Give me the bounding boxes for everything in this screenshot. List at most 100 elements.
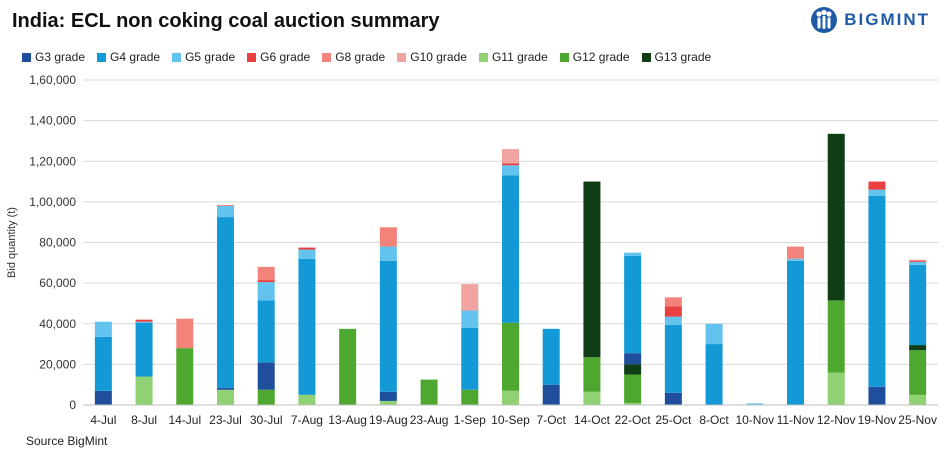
- bar-segment-g11-grade: [135, 376, 153, 405]
- legend-item-g5-grade: G5 grade: [172, 50, 235, 64]
- bar-segment-g3-grade: [868, 386, 886, 405]
- bar-segment-g12-grade: [502, 322, 519, 391]
- legend-label: G3 grade: [35, 50, 86, 64]
- bar-segment-g4-grade: [461, 327, 479, 390]
- y-tick-label: 0: [69, 398, 76, 412]
- bar-segment-g12-grade: [909, 350, 927, 395]
- bar-segment-g5-grade: [135, 321, 153, 323]
- x-tick-label: 14-Oct: [574, 413, 611, 427]
- legend-swatch: [397, 52, 407, 62]
- bar-segment-g5-grade: [868, 189, 886, 196]
- bar-segment-g11-grade: [583, 391, 601, 405]
- bar-segment-g6-grade: [298, 247, 316, 250]
- legend-swatch: [641, 52, 651, 62]
- y-tick-label: 20,000: [39, 357, 76, 371]
- legend-label: G4 grade: [110, 50, 161, 64]
- legend-label: G8 grade: [335, 50, 386, 64]
- bar-segment-g11-grade: [624, 402, 642, 405]
- bar-segment-g8-grade: [909, 259, 927, 261]
- legend-label: G6 grade: [260, 50, 311, 64]
- bar-segment-g11-grade: [298, 394, 316, 405]
- bar-segment-g5-grade: [461, 310, 479, 328]
- bar-segment-g12-grade: [827, 300, 845, 373]
- legend-item-g3-grade: G3 grade: [22, 50, 85, 64]
- x-tick-label: 25-Oct: [655, 413, 692, 427]
- bar-segment-g6-grade: [502, 163, 519, 166]
- bar-segment-g4-grade: [135, 322, 153, 377]
- bar-segment-g6-grade: [868, 181, 886, 190]
- legend-swatch: [172, 52, 182, 62]
- x-tick-label: 12-Nov: [817, 413, 856, 427]
- legend-swatch: [97, 52, 107, 62]
- bar-segment-g5-grade: [502, 165, 519, 176]
- x-tick-label: 4-Jul: [90, 413, 116, 427]
- bar-segment-g3-grade: [664, 392, 682, 405]
- bar-segment-g4-grade: [909, 264, 927, 346]
- bar-segment-g11-grade: [379, 400, 397, 405]
- y-tick-label: 1,00,000: [29, 195, 76, 209]
- bigmint-logo-icon: [811, 7, 838, 33]
- legend-item-g10-grade: G10 grade: [397, 50, 467, 64]
- bar-segment-g6-grade: [257, 280, 275, 283]
- bar-segment-g4-grade: [257, 300, 275, 363]
- source-note: Source BigMint: [26, 434, 108, 448]
- y-tick-label: 1,40,000: [29, 114, 76, 128]
- bar-segment-g8-grade: [787, 246, 804, 259]
- bigmint-logo: BIGMINT: [810, 6, 930, 34]
- legend-item-g6-grade: G6 grade: [247, 50, 310, 64]
- x-tick-label: 19-Nov: [858, 413, 897, 427]
- bar-segment-g11-grade: [502, 390, 519, 405]
- x-tick-label: 13-Aug: [328, 413, 367, 427]
- bar-segment-g4-grade: [217, 217, 234, 388]
- bar-segment-g5-grade: [379, 246, 397, 261]
- bar-segment-g6-grade: [135, 319, 153, 322]
- bar-segment-g13-grade: [909, 345, 927, 351]
- x-tick-label: 11-Nov: [777, 413, 815, 427]
- x-tick-label: 25-Nov: [898, 413, 937, 427]
- bar-segment-g11-grade: [827, 372, 845, 405]
- bar-segment-g3-grade: [217, 387, 234, 390]
- bar-segment-g5-grade: [257, 282, 275, 301]
- bar-segment-g4-grade: [705, 344, 723, 405]
- y-tick-label: 1,20,000: [29, 154, 76, 168]
- x-tick-label: 7-Aug: [291, 413, 323, 427]
- y-tick-label: 1,60,000: [29, 73, 76, 87]
- bar-segment-g10-grade: [461, 284, 479, 311]
- bar-segment-g5-grade: [298, 249, 316, 259]
- chart-legend: G3 grade G4 grade G5 grade G6 grade G8 grade…: [22, 50, 711, 64]
- bar-segment-g12-grade: [257, 389, 275, 405]
- legend-label: G12 grade: [572, 50, 630, 64]
- logo-text: BIGMINT: [844, 10, 930, 29]
- x-tick-label: 14-Jul: [168, 413, 201, 427]
- bar-segment-g5-grade: [217, 205, 234, 218]
- y-axis-title: Bid quantity (t): [6, 207, 18, 278]
- bar-segment-g4-grade: [787, 260, 804, 405]
- legend-label: G11 grade: [491, 50, 548, 64]
- bar-segment-g5-grade: [94, 321, 112, 337]
- bar-segment-g3-grade: [624, 353, 642, 365]
- bar-segment-g4-grade: [502, 175, 519, 323]
- bar-segment-g11-grade: [909, 394, 927, 405]
- bar-segment-g6-grade: [664, 306, 682, 317]
- legend-swatch: [559, 52, 569, 62]
- legend-item-g12-grade: G12 grade: [559, 50, 630, 64]
- chart-title: India: ECL non coking coal auction summa…: [12, 10, 440, 32]
- legend-item-g13-grade: G13 grade: [641, 50, 711, 64]
- bar-segment-g5-grade: [624, 252, 642, 256]
- bar-segment-g8-grade: [217, 204, 234, 206]
- bar-segment-g12-grade: [176, 348, 194, 405]
- y-tick-label: 80,000: [39, 236, 76, 250]
- bar-segment-g5-grade: [787, 258, 804, 261]
- legend-item-g8-grade: G8 grade: [322, 50, 385, 64]
- legend-swatch: [22, 52, 31, 62]
- bar-segment-g4-grade: [868, 195, 886, 387]
- bar-segment-g5-grade: [705, 323, 723, 345]
- legend-label: G5 grade: [185, 50, 236, 64]
- bar-segment-g13-grade: [624, 364, 642, 375]
- bar-segment-g8-grade: [379, 227, 397, 247]
- legend-swatch: [478, 52, 488, 62]
- bar-segment-g4-grade: [94, 336, 112, 391]
- bar-segment-g13-grade: [827, 133, 845, 301]
- bar-segment-g6-grade: [909, 260, 927, 262]
